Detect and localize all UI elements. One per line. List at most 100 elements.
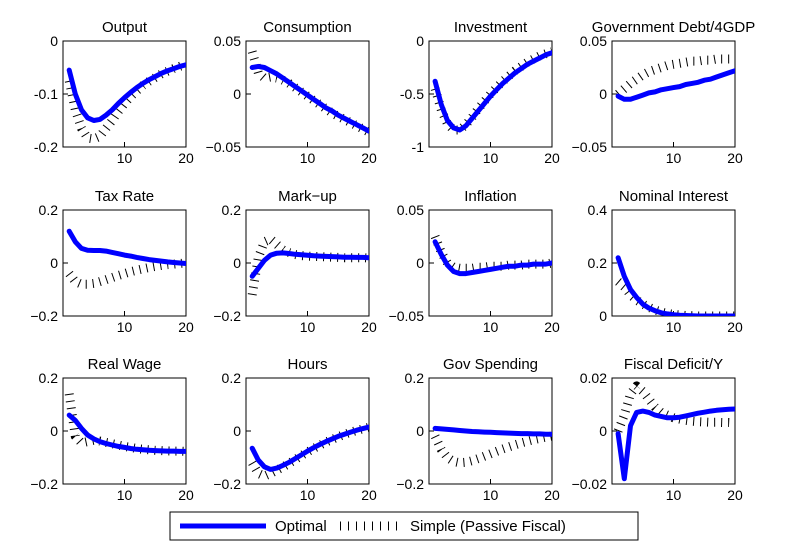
y-tick-label: 0.2 xyxy=(222,370,242,386)
panel-8: Real Wage 0.2 0 −0.2 10 20 xyxy=(30,356,194,503)
y-tick-label: 0.05 xyxy=(580,33,607,49)
legend: Optimal Simple (Passive Fiscal) xyxy=(169,511,639,541)
series-optimal-line xyxy=(432,50,552,133)
panel-11: Fiscal Deficit/Y 0.02 0 −0.02 10 20 xyxy=(572,356,743,503)
y-tick-label: −0.2 xyxy=(213,308,241,324)
panel-10: Gov Spending 0.2 0 −0.2 10 20 xyxy=(396,356,560,503)
y-tick-label: 0 xyxy=(233,255,241,271)
legend-simple-label: Simple (Passive Fiscal) xyxy=(410,518,566,535)
series-optimal-line xyxy=(615,68,735,102)
panel-7: Nominal Interest 0.4 0.2 0 10 20 xyxy=(588,188,743,335)
series-simple-line xyxy=(430,234,552,273)
panels: Output 0 -0.1 -0.2 10 20 Consumption 0.05 0 −0.05… xyxy=(30,19,755,503)
y-tick-label: 0 xyxy=(50,255,58,271)
panel-title: Tax Rate xyxy=(95,188,154,205)
y-tick-label: −0.2 xyxy=(30,476,58,492)
x-tick-label: 20 xyxy=(544,487,560,503)
x-tick-label: 20 xyxy=(727,487,743,503)
x-tick-label: 10 xyxy=(483,319,499,335)
panel-title: Mark−up xyxy=(278,188,337,205)
y-tick-label: -0.2 xyxy=(34,139,58,155)
y-tick-label: 0 xyxy=(50,33,58,49)
x-tick-label: 10 xyxy=(300,319,316,335)
x-tick-label: 10 xyxy=(117,150,133,166)
y-tick-label: 0 xyxy=(233,423,241,439)
y-tick-label: 0.2 xyxy=(405,370,425,386)
y-tick-label: −0.05 xyxy=(206,139,242,155)
panel-title: Fiscal Deficit/Y xyxy=(624,356,723,373)
plot-area xyxy=(62,40,187,148)
y-tick-label: 0.05 xyxy=(397,202,424,218)
series-optimal-line xyxy=(249,63,369,134)
y-tick-label: 0 xyxy=(50,423,58,439)
panel-title: Gov Spending xyxy=(443,356,538,373)
y-tick-label: 0 xyxy=(233,86,241,102)
panel-9: Hours 0.2 0 −0.2 10 20 xyxy=(213,356,377,503)
x-tick-label: 10 xyxy=(666,319,682,335)
x-tick-label: 20 xyxy=(178,487,194,503)
series-optimal-line xyxy=(66,228,186,266)
y-tick-label: −0.05 xyxy=(389,308,425,324)
series-optimal-line xyxy=(66,62,186,123)
panel-title: Investment xyxy=(454,19,528,36)
y-tick-label: 0 xyxy=(599,423,607,439)
panel-4: Tax Rate 0.2 0 −0.2 10 20 xyxy=(30,188,194,335)
y-tick-label: −0.2 xyxy=(30,308,58,324)
panel-5: Mark−up 0.2 0 −0.2 10 20 xyxy=(213,188,377,335)
series-simple-line xyxy=(613,381,735,433)
y-tick-label: 0.4 xyxy=(588,202,608,218)
x-tick-label: 20 xyxy=(361,150,377,166)
panel-2: Investment 0 -0.5 -1 10 20 xyxy=(400,19,560,166)
x-tick-label: 10 xyxy=(300,150,316,166)
y-tick-label: 0.2 xyxy=(39,202,59,218)
y-tick-label: 0.2 xyxy=(222,202,242,218)
x-tick-label: 10 xyxy=(666,487,682,503)
x-tick-label: 20 xyxy=(544,150,560,166)
panel-title: Output xyxy=(102,19,148,36)
y-tick-label: 0 xyxy=(416,255,424,271)
series-optimal-line xyxy=(615,406,735,482)
plot-area xyxy=(611,209,736,317)
y-tick-label: 0 xyxy=(599,86,607,102)
series-optimal-line xyxy=(432,239,552,277)
y-tick-label: -0.5 xyxy=(400,86,424,102)
panel-title: Government Debt/4GDP xyxy=(592,19,755,36)
y-tick-label: −0.2 xyxy=(396,476,424,492)
x-tick-label: 10 xyxy=(666,150,682,166)
y-tick-label: -0.1 xyxy=(34,86,58,102)
panel-6: Inflation 0.05 0 −0.05 10 20 xyxy=(389,188,560,335)
y-tick-label: 0 xyxy=(599,308,607,324)
panel-title: Inflation xyxy=(464,188,517,205)
y-tick-label: 0 xyxy=(416,423,424,439)
legend-optimal-label: Optimal xyxy=(275,518,327,535)
panel-title: Nominal Interest xyxy=(619,188,729,205)
x-tick-label: 20 xyxy=(361,319,377,335)
x-tick-label: 10 xyxy=(117,487,133,503)
y-tick-label: 0.2 xyxy=(39,370,59,386)
y-tick-label: −0.2 xyxy=(213,476,241,492)
series-optimal-line xyxy=(66,412,186,454)
x-tick-label: 20 xyxy=(178,150,194,166)
x-tick-label: 20 xyxy=(361,487,377,503)
y-tick-label: 0.02 xyxy=(580,370,607,386)
series-optimal-line xyxy=(432,425,552,437)
x-tick-label: 10 xyxy=(117,319,133,335)
y-tick-label: −0.05 xyxy=(572,139,608,155)
panel-0: Output 0 -0.1 -0.2 10 20 xyxy=(34,19,194,166)
x-tick-label: 10 xyxy=(300,487,316,503)
y-tick-label: -1 xyxy=(412,139,425,155)
x-tick-label: 20 xyxy=(178,319,194,335)
x-tick-label: 20 xyxy=(727,150,743,166)
series-optimal-line xyxy=(249,250,369,279)
y-tick-label: 0.05 xyxy=(214,33,241,49)
panel-1: Consumption 0.05 0 −0.05 10 20 xyxy=(206,19,377,166)
x-tick-label: 20 xyxy=(727,319,743,335)
y-tick-label: 0.2 xyxy=(588,255,608,271)
plot-area xyxy=(611,40,736,148)
series-optimal-line xyxy=(615,255,735,316)
x-tick-label: 10 xyxy=(483,487,499,503)
panel-title: Consumption xyxy=(263,19,351,36)
series-optimal-line xyxy=(249,424,369,472)
